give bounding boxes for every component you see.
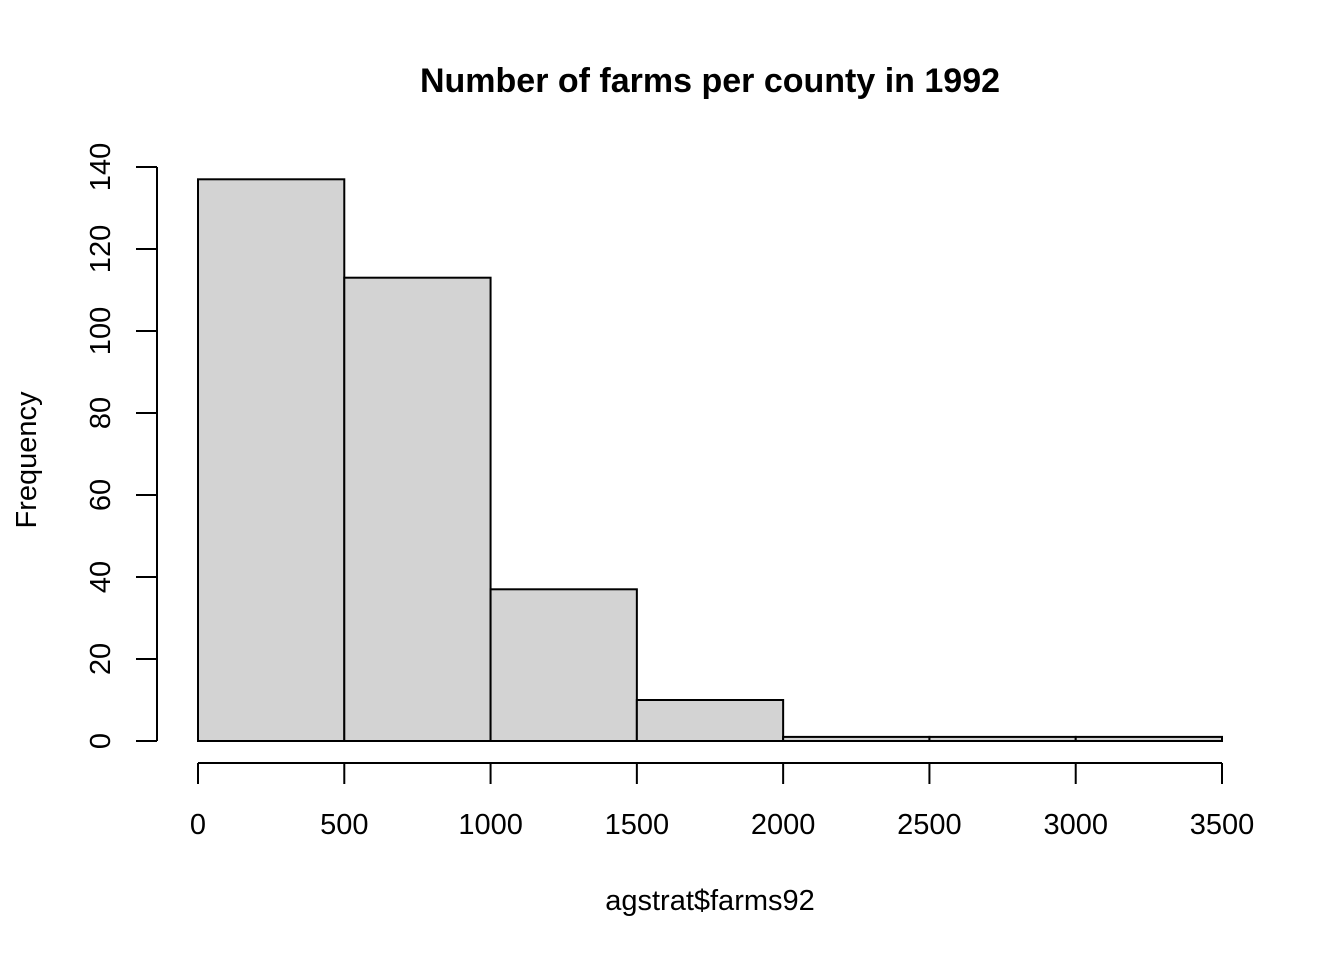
x-tick-label-5: 2500 <box>897 809 962 841</box>
y-axis-label: Frequency <box>11 391 43 529</box>
chart-title: Number of farms per county in 1992 <box>420 62 1000 100</box>
x-axis-label: agstrat$farms92 <box>605 885 815 917</box>
y-tick-label-6: 120 <box>85 225 117 273</box>
bars-group <box>197 178 1223 743</box>
x-axis: 0 500 1000 1500 2000 2500 3000 3500 <box>190 762 1255 841</box>
x-tick-label-0: 0 <box>190 809 206 841</box>
histogram-bar-2 <box>489 588 638 742</box>
x-tick-label-1: 500 <box>320 809 368 841</box>
histogram-bar-0 <box>197 178 346 743</box>
x-tick-label-6: 3000 <box>1043 809 1108 841</box>
x-tick-label-7: 3500 <box>1190 809 1255 841</box>
y-tick-label-2: 40 <box>85 561 117 593</box>
y-axis: 0 20 40 60 80 100 120 140 <box>85 143 158 749</box>
histogram-bar-5 <box>928 735 1077 743</box>
x-tick-label-2: 1000 <box>458 809 523 841</box>
histogram-bar-6 <box>1074 735 1223 743</box>
x-tick-label-4: 2000 <box>751 809 816 841</box>
y-tick-label-0: 0 <box>85 733 117 749</box>
y-tick-label-4: 80 <box>85 397 117 429</box>
histogram-bar-1 <box>343 276 492 742</box>
histogram-bar-3 <box>635 699 785 742</box>
y-tick-label-5: 100 <box>85 307 117 355</box>
x-tick-label-3: 1500 <box>605 809 670 841</box>
y-tick-label-3: 60 <box>85 479 117 511</box>
y-tick-label-1: 20 <box>85 643 117 675</box>
y-tick-label-7: 140 <box>85 143 117 191</box>
histogram-bar-4 <box>782 735 931 743</box>
